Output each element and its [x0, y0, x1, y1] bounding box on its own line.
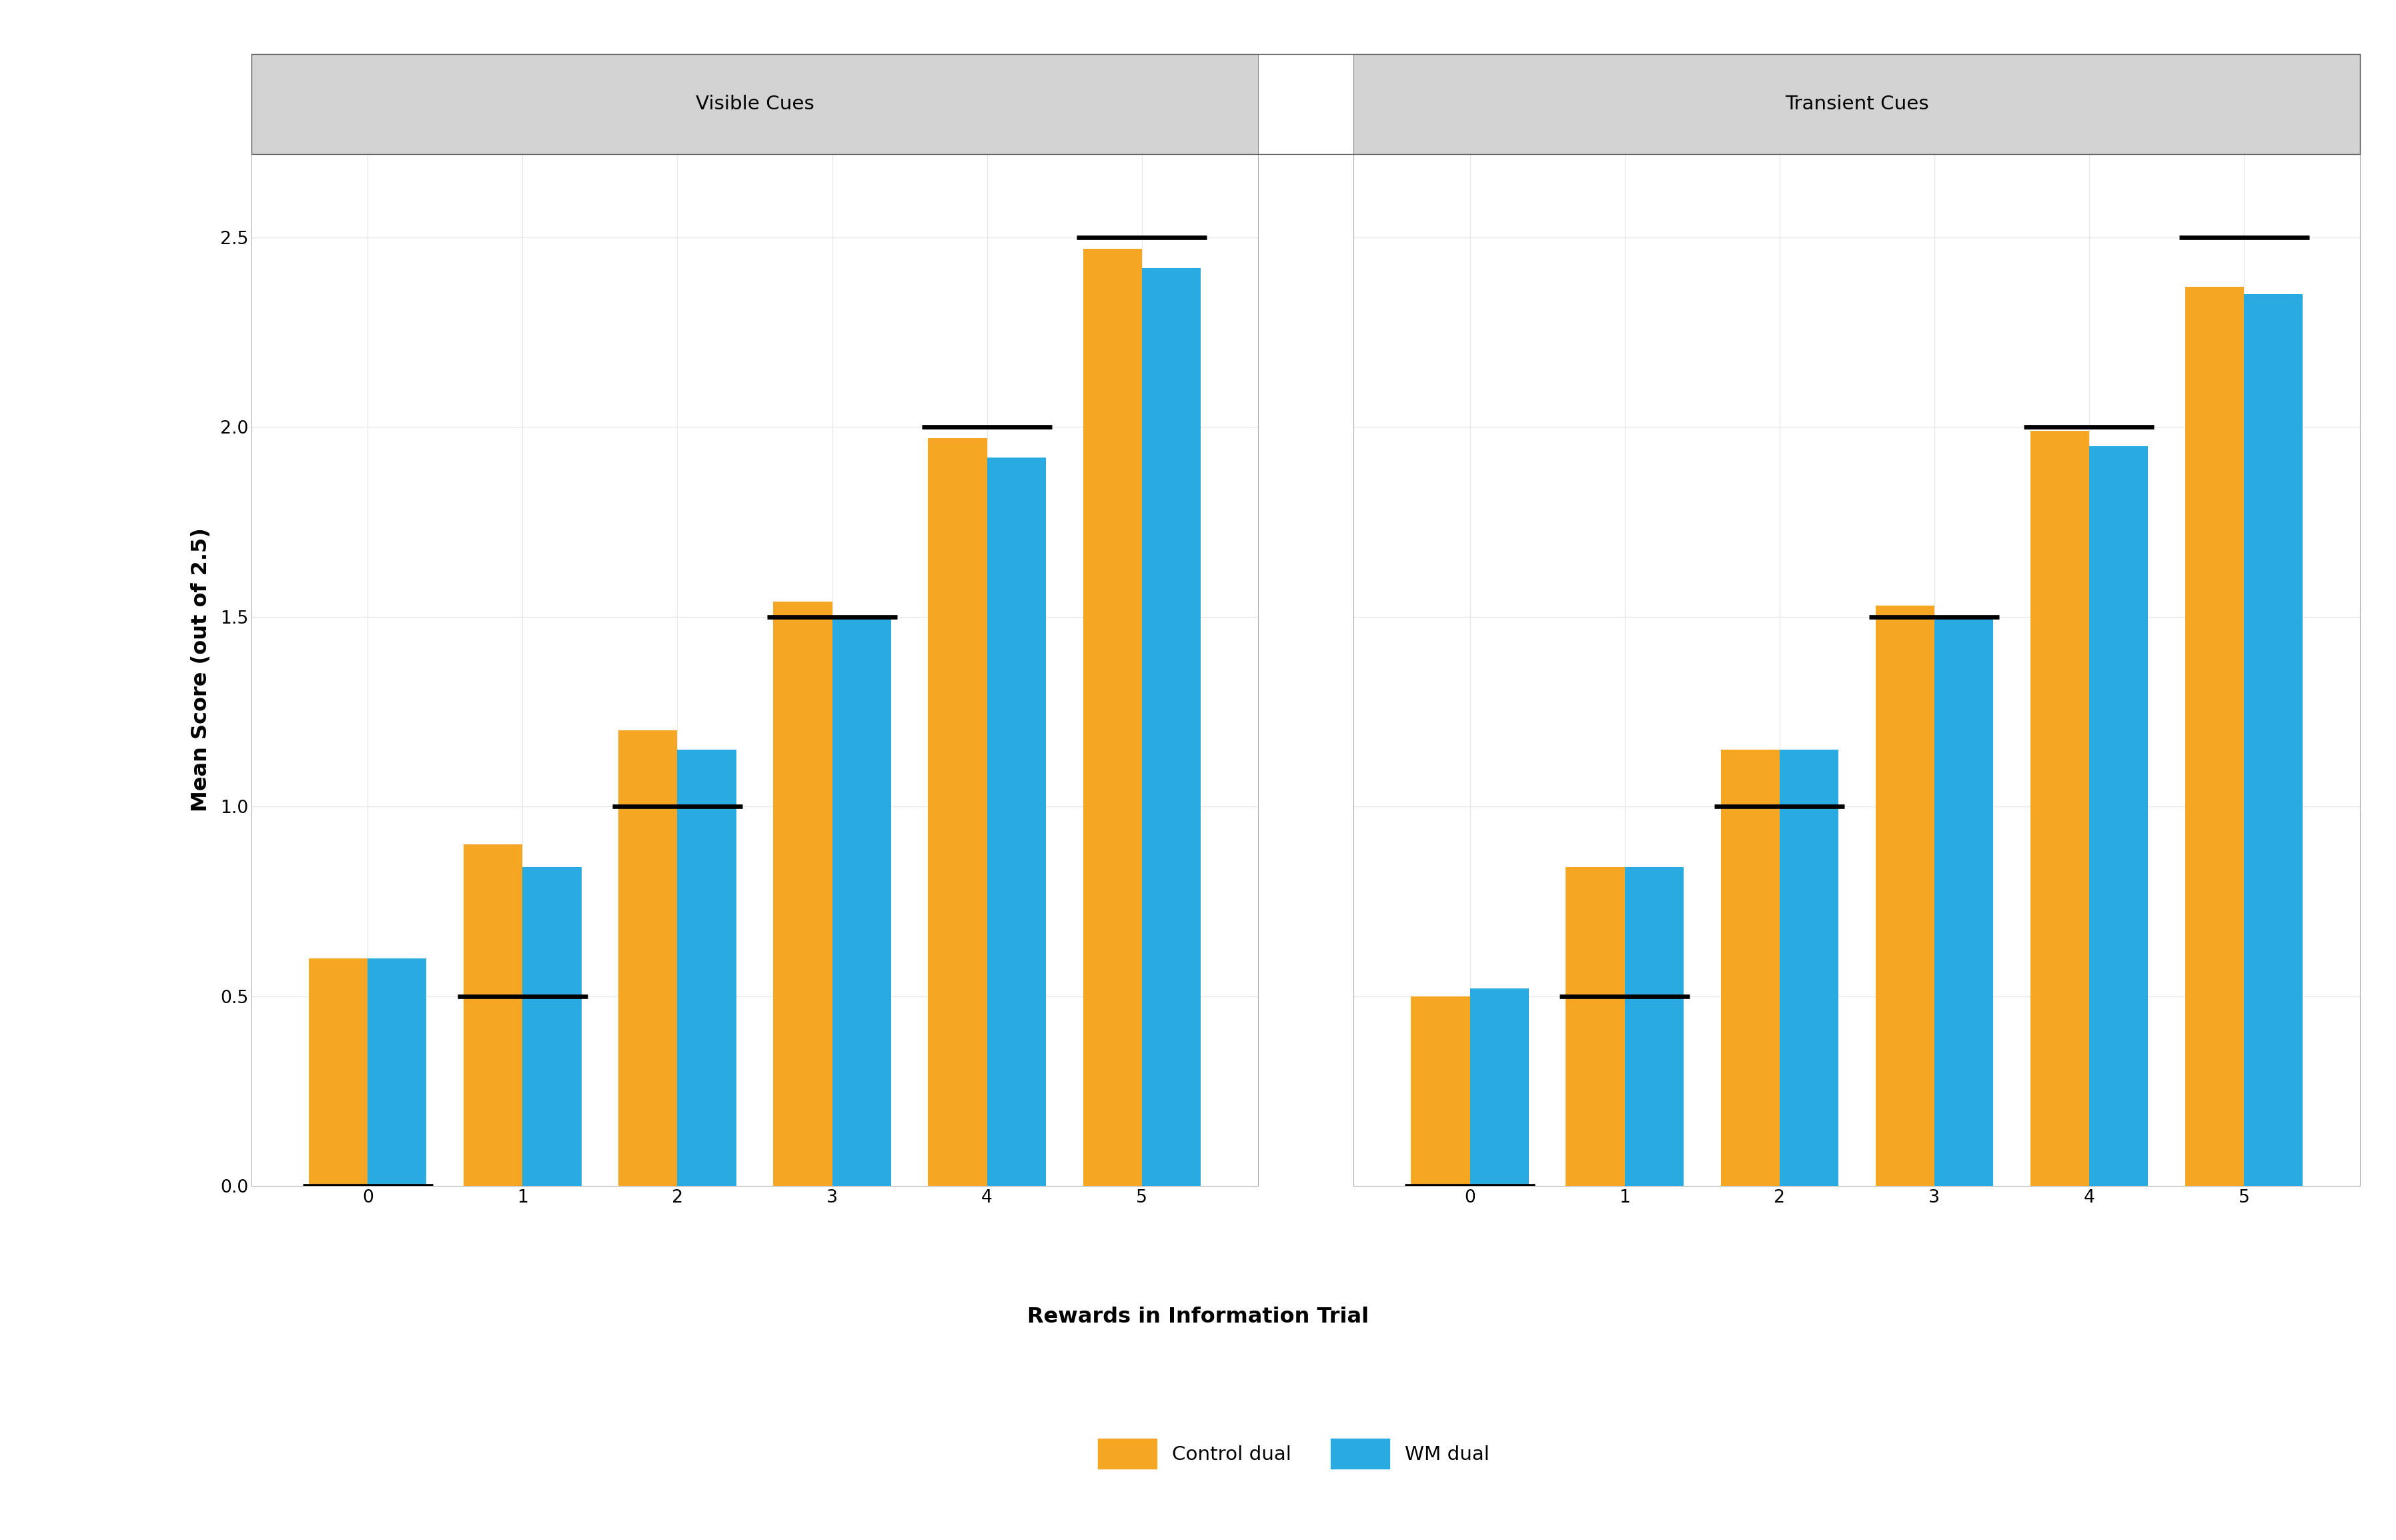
Bar [618, 730, 678, 1186]
Bar [1143, 268, 1200, 1186]
Bar [465, 844, 522, 1186]
Bar [1567, 867, 1624, 1186]
Bar [2029, 431, 2089, 1186]
Text: Transient Cues: Transient Cues [1785, 94, 1929, 114]
Y-axis label: Mean Score (out of 2.5): Mean Score (out of 2.5) [192, 528, 211, 812]
Bar [2185, 286, 2245, 1186]
Bar [831, 618, 891, 1186]
Bar [1934, 618, 1993, 1186]
Text: Rewards in Information Trial: Rewards in Information Trial [1028, 1306, 1368, 1327]
Bar [1083, 249, 1143, 1186]
Bar [2089, 447, 2147, 1186]
Bar [678, 750, 736, 1186]
Bar [1876, 605, 1934, 1186]
Legend: Control dual, WM dual: Control dual, WM dual [1097, 1438, 1490, 1469]
Bar [1780, 750, 1838, 1186]
Bar [774, 602, 831, 1186]
Bar [1411, 996, 1469, 1186]
Bar [2245, 294, 2303, 1186]
Bar [1624, 867, 1684, 1186]
Bar [987, 457, 1045, 1186]
Bar [367, 958, 426, 1186]
Bar [309, 958, 367, 1186]
Bar [1469, 989, 1529, 1186]
Bar [1720, 750, 1780, 1186]
Text: Visible Cues: Visible Cues [695, 94, 815, 114]
Bar [927, 439, 987, 1186]
Bar [522, 867, 582, 1186]
